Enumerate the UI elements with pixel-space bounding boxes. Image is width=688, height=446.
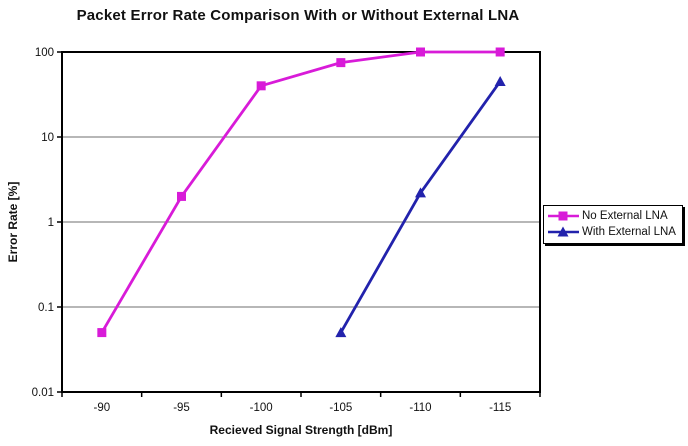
x-tick-label: -115 [489,402,511,414]
y-tick-label: 1 [48,217,54,229]
legend-label: With External LNA [582,226,676,238]
legend: No External LNA With External LNA [543,205,683,244]
legend-item-no-external-lna: No External LNA [547,208,676,224]
series-line-1 [339,80,502,334]
series-marker-square [256,81,266,91]
x-tick-label: -95 [173,402,190,414]
chart-title: Packet Error Rate Comparison With or Wit… [76,7,520,24]
series-marker-triangle [557,226,569,237]
x-tick-label: -105 [329,402,352,414]
series-marker-triangle [415,187,426,198]
series-marker-square [416,47,425,57]
y-axis-title: Error Rate [%] [6,181,20,263]
series-marker-square [558,211,568,221]
series-marker-square [495,47,505,57]
x-axis-title: Recieved Signal Strength [dBm] [209,423,393,437]
y-tick-label: 0.01 [32,387,54,399]
x-tick-label: -90 [94,402,111,414]
y-tick-label: 100 [35,47,54,59]
series-marker-triangle [494,75,506,86]
series-marker-square [336,58,346,68]
y-tick-label: 10 [41,132,54,144]
legend-label: No External LNA [582,210,668,222]
y-tick-label: 0.1 [38,302,54,314]
series-marker-square [97,328,107,338]
legend-item-with-external-lna: With External LNA [547,224,676,240]
legend-swatch-square-icon [548,211,579,221]
series-marker-square [177,191,186,201]
x-tick-label: -110 [409,402,431,414]
series-line-0 [100,50,501,334]
x-tick-label: -100 [250,402,273,414]
series-marker-triangle [335,327,347,338]
legend-swatch-triangle-icon [548,226,579,237]
